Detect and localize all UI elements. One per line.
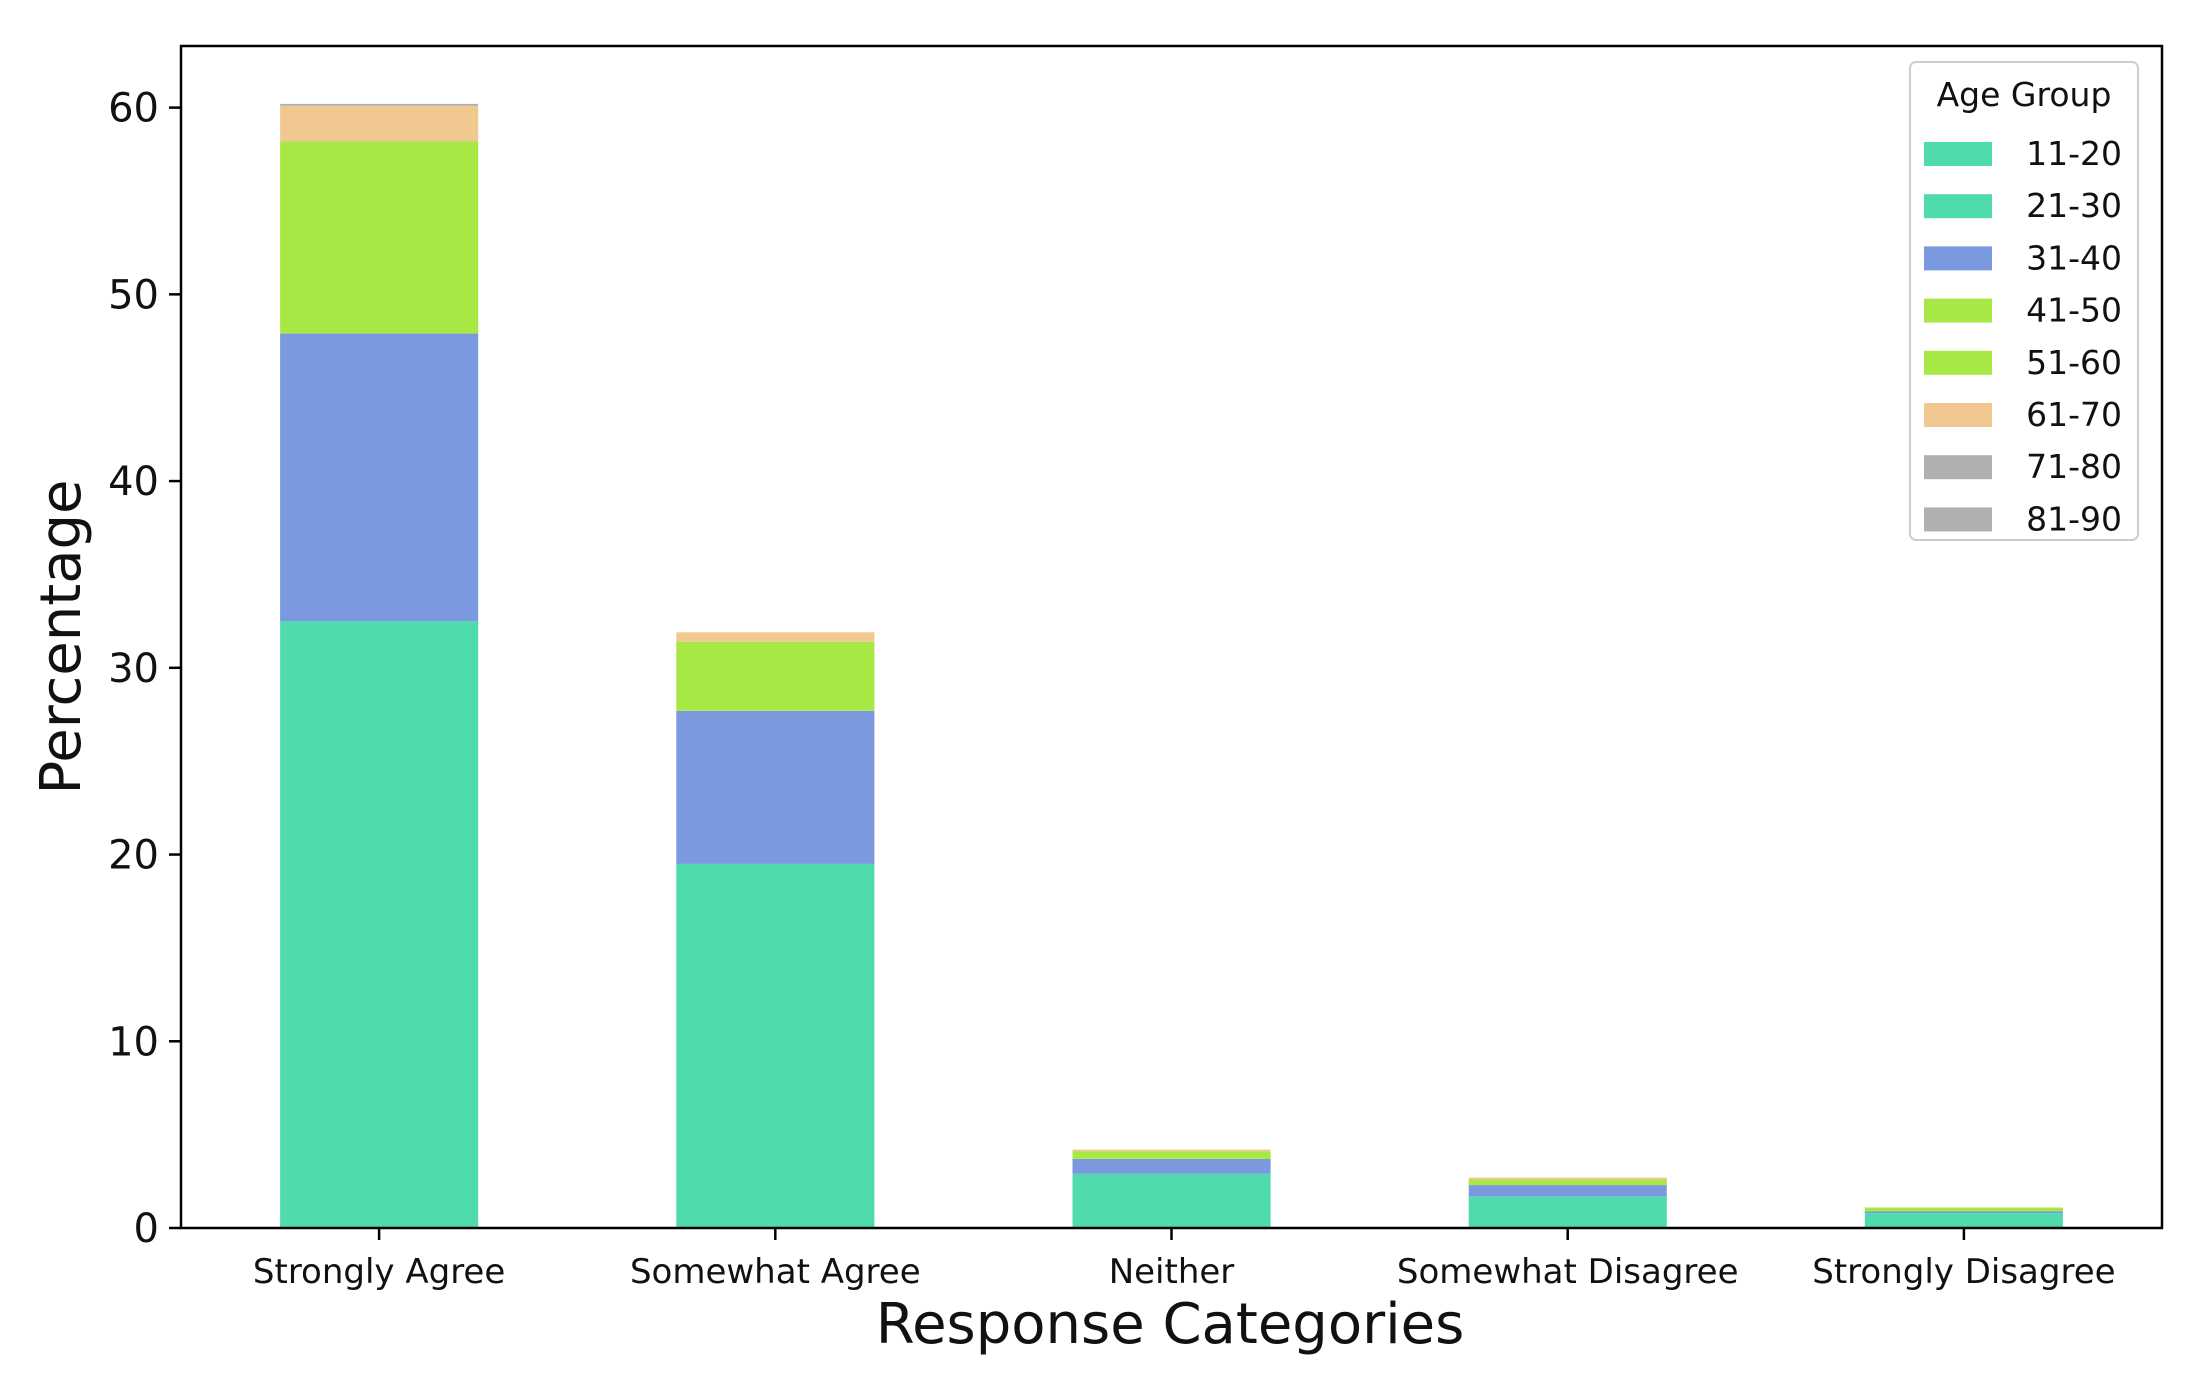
y-axis: 0 10 20 30 40 50 60 [108,86,181,1252]
x-tick-label: Strongly Agree [253,1252,505,1292]
y-tick-label: 20 [108,833,159,879]
bar-segment-51-60-4 [1468,1179,1667,1186]
y-tick-label: 60 [108,86,159,132]
legend-label: 11-20 [2026,134,2122,173]
y-tick-label: 30 [108,646,159,692]
legend-label: 41-50 [2026,291,2122,330]
legend-label: 31-40 [2026,238,2122,277]
bar-segment-51-60-1 [280,141,479,334]
x-axis-title: Response Categories [876,1292,1465,1357]
bar-segment-71-80-1 [280,103,479,106]
bar-segment-21-30-3 [1072,1173,1271,1228]
bar-segment-21-30-5 [1864,1213,2063,1228]
legend-swatch [1924,142,1992,166]
bar-segment-51-60-5 [1864,1207,2063,1212]
y-tick-label: 10 [108,1019,159,1065]
bar-segment-31-40-4 [1468,1185,1667,1197]
legend-swatch [1924,455,1992,480]
legend-swatch [1924,507,1992,532]
bar-segment-61-70-4 [1468,1177,1667,1180]
legend: Age Group 11-20 21-30 31-40 41-50 51-60 61-70 7… [1909,61,2139,541]
legend-swatch [1924,298,1992,323]
legend-label: 81-90 [2026,499,2122,538]
bar-segment-51-60-2 [676,641,875,711]
bar-segment-21-30-2 [676,863,875,1228]
legend-swatch [1924,350,1992,375]
bar-segment-21-30-1 [280,621,479,1228]
bar-segment-21-30-4 [1468,1196,1667,1228]
y-tick-label: 40 [108,459,159,505]
x-tick-label: Somewhat Disagree [1397,1252,1739,1292]
bar-segment-31-40-2 [676,710,875,864]
x-tick-label: Neither [1109,1252,1235,1292]
legend-swatch [1924,246,1992,271]
legend-swatch [1924,194,1992,219]
legend-swatch [1924,403,1992,427]
bar-segment-61-70-1 [280,105,479,142]
legend-title: Age Group [1937,75,2112,114]
legend-label: 71-80 [2026,447,2122,486]
bar-segment-31-40-1 [280,333,479,622]
bar-segment-31-40-3 [1072,1158,1271,1174]
bar-segment-51-60-3 [1072,1151,1271,1159]
bar-segment-61-70-3 [1072,1149,1271,1152]
x-axis: Strongly Agree Somewhat Agree Neither Somew… [253,1228,2116,1292]
y-tick-label: 50 [108,272,159,318]
bar-segment-61-70-2 [676,632,875,642]
x-tick-label: Somewhat Agree [630,1252,921,1292]
y-axis-title: Percentage [29,479,94,794]
legend-label: 61-70 [2026,395,2122,434]
bars-layer [280,103,2063,1228]
legend-label: 51-60 [2026,343,2122,382]
legend-label: 21-30 [2026,186,2122,225]
y-tick-label: 0 [134,1206,159,1252]
x-tick-label: Strongly Disagree [1812,1252,2115,1292]
bar-segment-31-40-5 [1864,1211,2063,1214]
